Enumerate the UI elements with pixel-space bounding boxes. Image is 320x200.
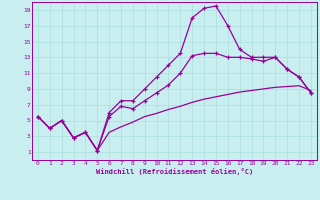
X-axis label: Windchill (Refroidissement éolien,°C): Windchill (Refroidissement éolien,°C) [96,168,253,175]
